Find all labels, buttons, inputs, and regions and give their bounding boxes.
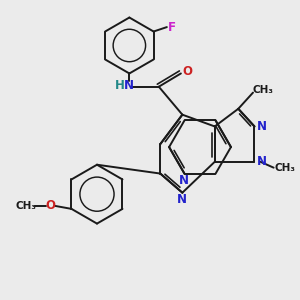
Text: O: O [45,200,55,212]
Text: O: O [182,65,192,79]
Text: N: N [257,155,267,168]
Text: F: F [168,21,176,34]
Text: H: H [115,79,124,92]
Text: CH₃: CH₃ [253,85,274,94]
Text: N: N [257,120,267,133]
Text: CH₃: CH₃ [15,201,36,211]
Text: N: N [177,193,188,206]
Text: N: N [179,174,189,187]
Text: N: N [124,79,134,92]
Text: CH₃: CH₃ [274,163,295,173]
